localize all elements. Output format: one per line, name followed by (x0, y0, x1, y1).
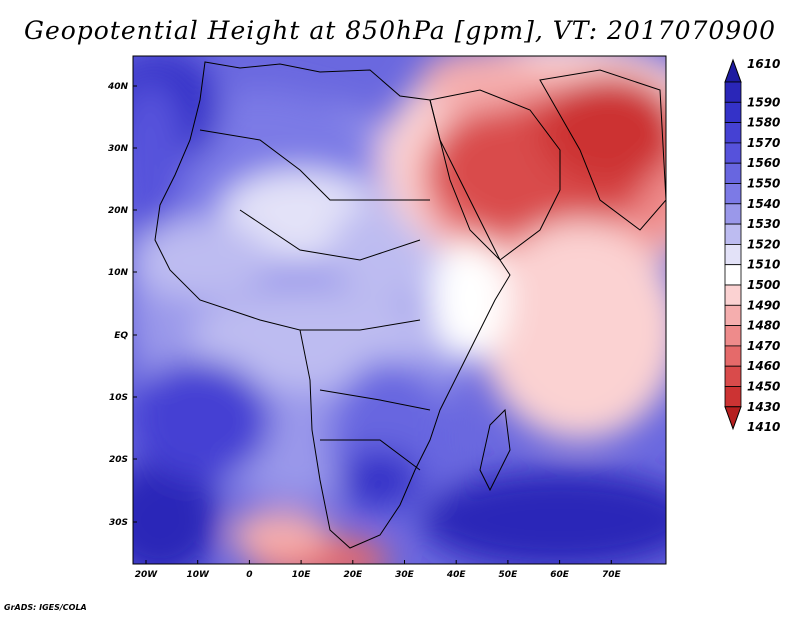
colorbar-swatch (724, 81, 742, 103)
colorbar-swatch (724, 162, 742, 184)
colorbar-swatch (724, 325, 742, 347)
colorbar-swatch (724, 142, 742, 164)
lon-label: 10E (292, 570, 312, 580)
map-title: Geopotential Height at 850hPa [gpm], VT:… (23, 16, 777, 45)
colorbar-swatch (724, 386, 742, 408)
lon-label: 50E (499, 570, 519, 580)
lon-label: 70E (602, 570, 622, 580)
colorbar-swatch (724, 203, 742, 225)
lon-label: 30E (395, 570, 415, 580)
height-field (133, 56, 666, 564)
colorbar-swatch (724, 304, 742, 326)
colorbar-level-label: 1470 (747, 339, 780, 353)
lon-label: 0 (246, 570, 252, 580)
colorbar-level-label: 1490 (747, 298, 780, 312)
colorbar-swatch (724, 101, 742, 124)
lon-label: 20E (343, 570, 363, 580)
colorbar-bottom-arrow (724, 406, 742, 431)
lat-label: 20S (109, 455, 128, 465)
lat-label: 30N (108, 144, 129, 154)
colorbar-level-label: 1590 (747, 95, 780, 109)
colorbar: 1610 1590 1580 1570 1560 1550 1540 1530 1520 1510… (724, 57, 780, 434)
colorbar-level-label: 1500 (747, 278, 780, 292)
lat-label: 20N (108, 206, 129, 216)
colorbar-swatch (724, 345, 742, 367)
colorbar-level-label: 1460 (747, 359, 780, 373)
colorbar-swatch (724, 284, 742, 306)
colorbar-swatch (724, 264, 742, 286)
coastlines (154, 61, 666, 549)
colorbar-level-label: 1610 (747, 57, 780, 71)
colorbar-level-label: 1410 (747, 420, 780, 434)
colorbar-swatch (724, 122, 742, 144)
lon-label: 10W (186, 570, 210, 580)
colorbar-level-label: 1510 (747, 258, 780, 272)
longitude-labels: 20W 10W 0 10E 20E 30E 40E 50E 60E 70E (135, 560, 622, 580)
lon-label: 40E (446, 570, 467, 580)
colorbar-level-label: 1450 (747, 380, 780, 394)
lat-label: 10S (109, 393, 128, 403)
colorbar-level-label: 1530 (747, 217, 780, 231)
lat-label: 40N (107, 82, 129, 92)
colorbar-swatch (724, 365, 742, 387)
colorbar-level-label: 1550 (747, 177, 780, 191)
colorbar-level-label: 1430 (747, 400, 780, 414)
colorbar-level-label: 1520 (747, 237, 780, 251)
colorbar-swatch (724, 243, 742, 266)
lat-label: EQ (114, 331, 128, 341)
footer-credit: GrADS: IGES/COLA (4, 603, 87, 612)
colorbar-level-label: 1580 (747, 116, 780, 130)
colorbar-top-arrow (724, 58, 742, 83)
colorbar-swatch (724, 183, 742, 205)
colorbar-level-label: 1480 (747, 319, 780, 333)
lat-label: 10N (108, 268, 129, 278)
colorbar-level-label: 1560 (747, 156, 780, 170)
latitude-labels: 40N 30N 20N 10N EQ 10S 20S 30S (107, 82, 137, 528)
lat-label: 30S (109, 518, 128, 528)
colorbar-swatch (724, 223, 742, 245)
lon-label: 20W (135, 570, 159, 580)
colorbar-level-label: 1540 (747, 197, 780, 211)
colorbar-level-label: 1570 (747, 136, 780, 150)
lon-label: 60E (550, 570, 570, 580)
